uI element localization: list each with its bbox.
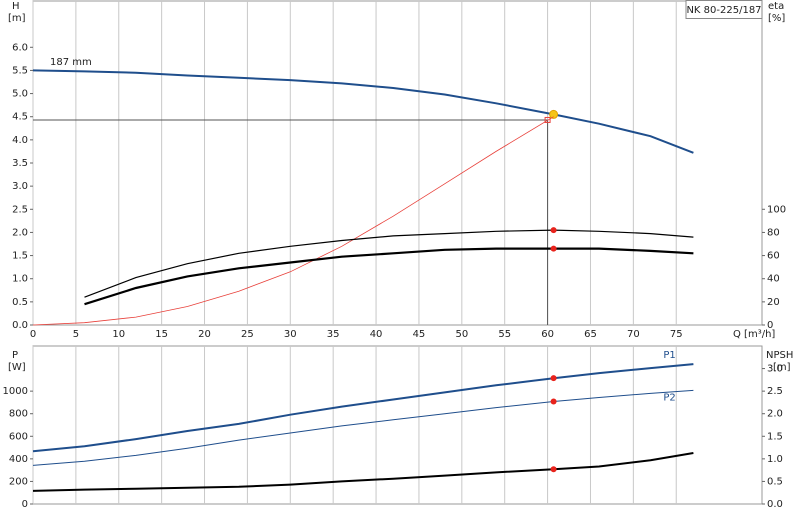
x-tick-label: 10: [112, 329, 125, 340]
y2-tick-label: 100: [767, 204, 786, 215]
y-tick-label: 200: [9, 476, 28, 487]
y2-tick-label: 3.0: [767, 364, 783, 375]
x-tick-label: 70: [627, 329, 640, 340]
y-tick-label: 400: [9, 454, 28, 465]
y-tick-label: 1.5: [12, 251, 28, 262]
y-tick-label: 4.0: [12, 135, 28, 146]
y-tick-label: 3.0: [12, 181, 28, 192]
y-tick-label: 6.0: [12, 42, 28, 53]
point-marker: [550, 375, 557, 382]
series-line: [32, 452, 694, 492]
x-tick-label: 0: [30, 329, 36, 340]
x-tick-label: 40: [370, 329, 383, 340]
y-tick-label: 800: [9, 409, 28, 420]
y-label: P: [12, 350, 18, 361]
y2-tick-label: 0: [767, 320, 773, 331]
annotation: 187 mm: [50, 57, 92, 68]
y-tick-label: 1.0: [12, 274, 28, 285]
y2-tick-label: 1.0: [767, 454, 783, 465]
x-tick-label: 50: [455, 329, 468, 340]
y2-tick-label: 0.5: [767, 476, 783, 487]
x-tick-label: 15: [155, 329, 168, 340]
series-label: P1: [663, 350, 675, 361]
y-unit: [W]: [8, 362, 26, 373]
y-unit: [m]: [8, 13, 26, 24]
plot-area: [32, 0, 763, 326]
y2-tick-label: 2.0: [767, 409, 783, 420]
point-marker: [549, 109, 559, 119]
y-label: H: [12, 1, 20, 12]
y-tick-label: 600: [9, 431, 28, 442]
x-tick-label: 60: [541, 329, 554, 340]
y2-unit: [%]: [768, 13, 785, 24]
series-line: [32, 69, 694, 154]
y-tick-label: 0.5: [12, 297, 28, 308]
series-line: [84, 229, 694, 298]
y-tick-label: 5.0: [12, 89, 28, 100]
y-tick-label: 2.0: [12, 227, 28, 238]
point-marker: [550, 227, 557, 234]
x-tick-label: 35: [327, 329, 340, 340]
x-tick-label: 20: [198, 329, 211, 340]
y2-tick-label: 80: [767, 227, 780, 238]
series-line: [84, 247, 694, 306]
product-box: [685, 0, 763, 19]
point-marker: [550, 466, 557, 473]
x-tick-label: 45: [413, 329, 426, 340]
y2-label: NPSH: [766, 350, 793, 361]
y2-label: eta: [768, 1, 784, 12]
y2-tick-label: 2.5: [767, 386, 783, 397]
series-line: [32, 389, 694, 466]
x-tick-label: 75: [670, 329, 683, 340]
x-tick-label: 30: [284, 329, 297, 340]
y2-tick-label: 1.5: [767, 431, 783, 442]
series-label: P2: [663, 392, 675, 403]
y-tick-label: 5.5: [12, 65, 28, 76]
point-marker: [550, 245, 557, 252]
duty-point: [544, 116, 551, 123]
y-tick-label: 1000: [3, 386, 28, 397]
x-tick-label: 25: [241, 329, 254, 340]
product-label: NK 80-225/187: [686, 5, 761, 16]
x-tick-label: 65: [584, 329, 597, 340]
y-tick-label: 0.0: [12, 320, 28, 331]
x-tick-label: 55: [498, 329, 511, 340]
point-marker: [550, 398, 557, 405]
y-tick-label: 4.5: [12, 112, 28, 123]
y2-tick-label: 20: [767, 297, 780, 308]
y-tick-label: 2.5: [12, 204, 28, 215]
y2-tick-label: 40: [767, 274, 780, 285]
x-tick-label: 5: [73, 329, 79, 340]
series-line: [32, 363, 694, 453]
series-line: [32, 116, 554, 326]
x-label: Q [m³/h]: [733, 329, 775, 340]
y-tick-label: 0: [22, 499, 28, 510]
y2-tick-label: 0.0: [767, 499, 783, 510]
plot-area: [32, 345, 763, 505]
y2-tick-label: 60: [767, 251, 780, 262]
y2-unit: [m]: [773, 362, 791, 373]
y-tick-label: 3.5: [12, 158, 28, 169]
